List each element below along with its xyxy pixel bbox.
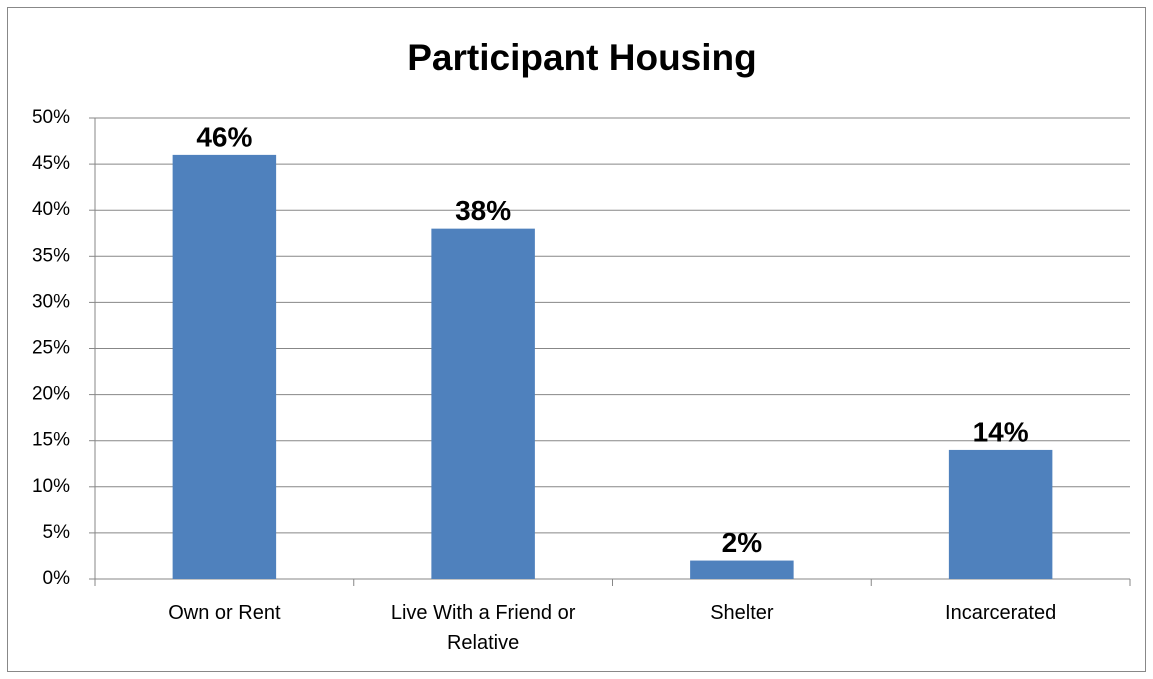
data-label: 2% xyxy=(722,527,763,558)
y-tick-label: 45% xyxy=(32,153,70,174)
data-label: 46% xyxy=(196,121,252,152)
y-tick-label: 40% xyxy=(32,199,70,220)
bar xyxy=(948,449,1053,579)
bar xyxy=(690,560,794,579)
x-tick-label: Own or Rent xyxy=(168,602,281,624)
y-tick-label: 35% xyxy=(32,245,70,266)
x-tick-label: Live With a Friend or Relative xyxy=(390,602,576,654)
y-tick-label: 0% xyxy=(43,568,71,589)
y-tick-label: 20% xyxy=(32,384,70,405)
data-label: 38% xyxy=(455,195,511,226)
chart-title: Participant Housing xyxy=(407,37,756,78)
data-label: 14% xyxy=(973,416,1029,447)
bar xyxy=(172,154,277,579)
y-tick-label: 10% xyxy=(32,476,70,497)
y-tick-label: 5% xyxy=(43,522,71,543)
x-tick-label: Shelter xyxy=(710,602,774,624)
y-tick-label: 25% xyxy=(32,338,70,359)
y-tick-label: 30% xyxy=(32,291,70,312)
y-tick-label: 50% xyxy=(32,107,70,128)
y-tick-label: 15% xyxy=(32,430,70,451)
bar xyxy=(431,228,535,579)
x-tick-label: Incarcerated xyxy=(945,602,1057,624)
